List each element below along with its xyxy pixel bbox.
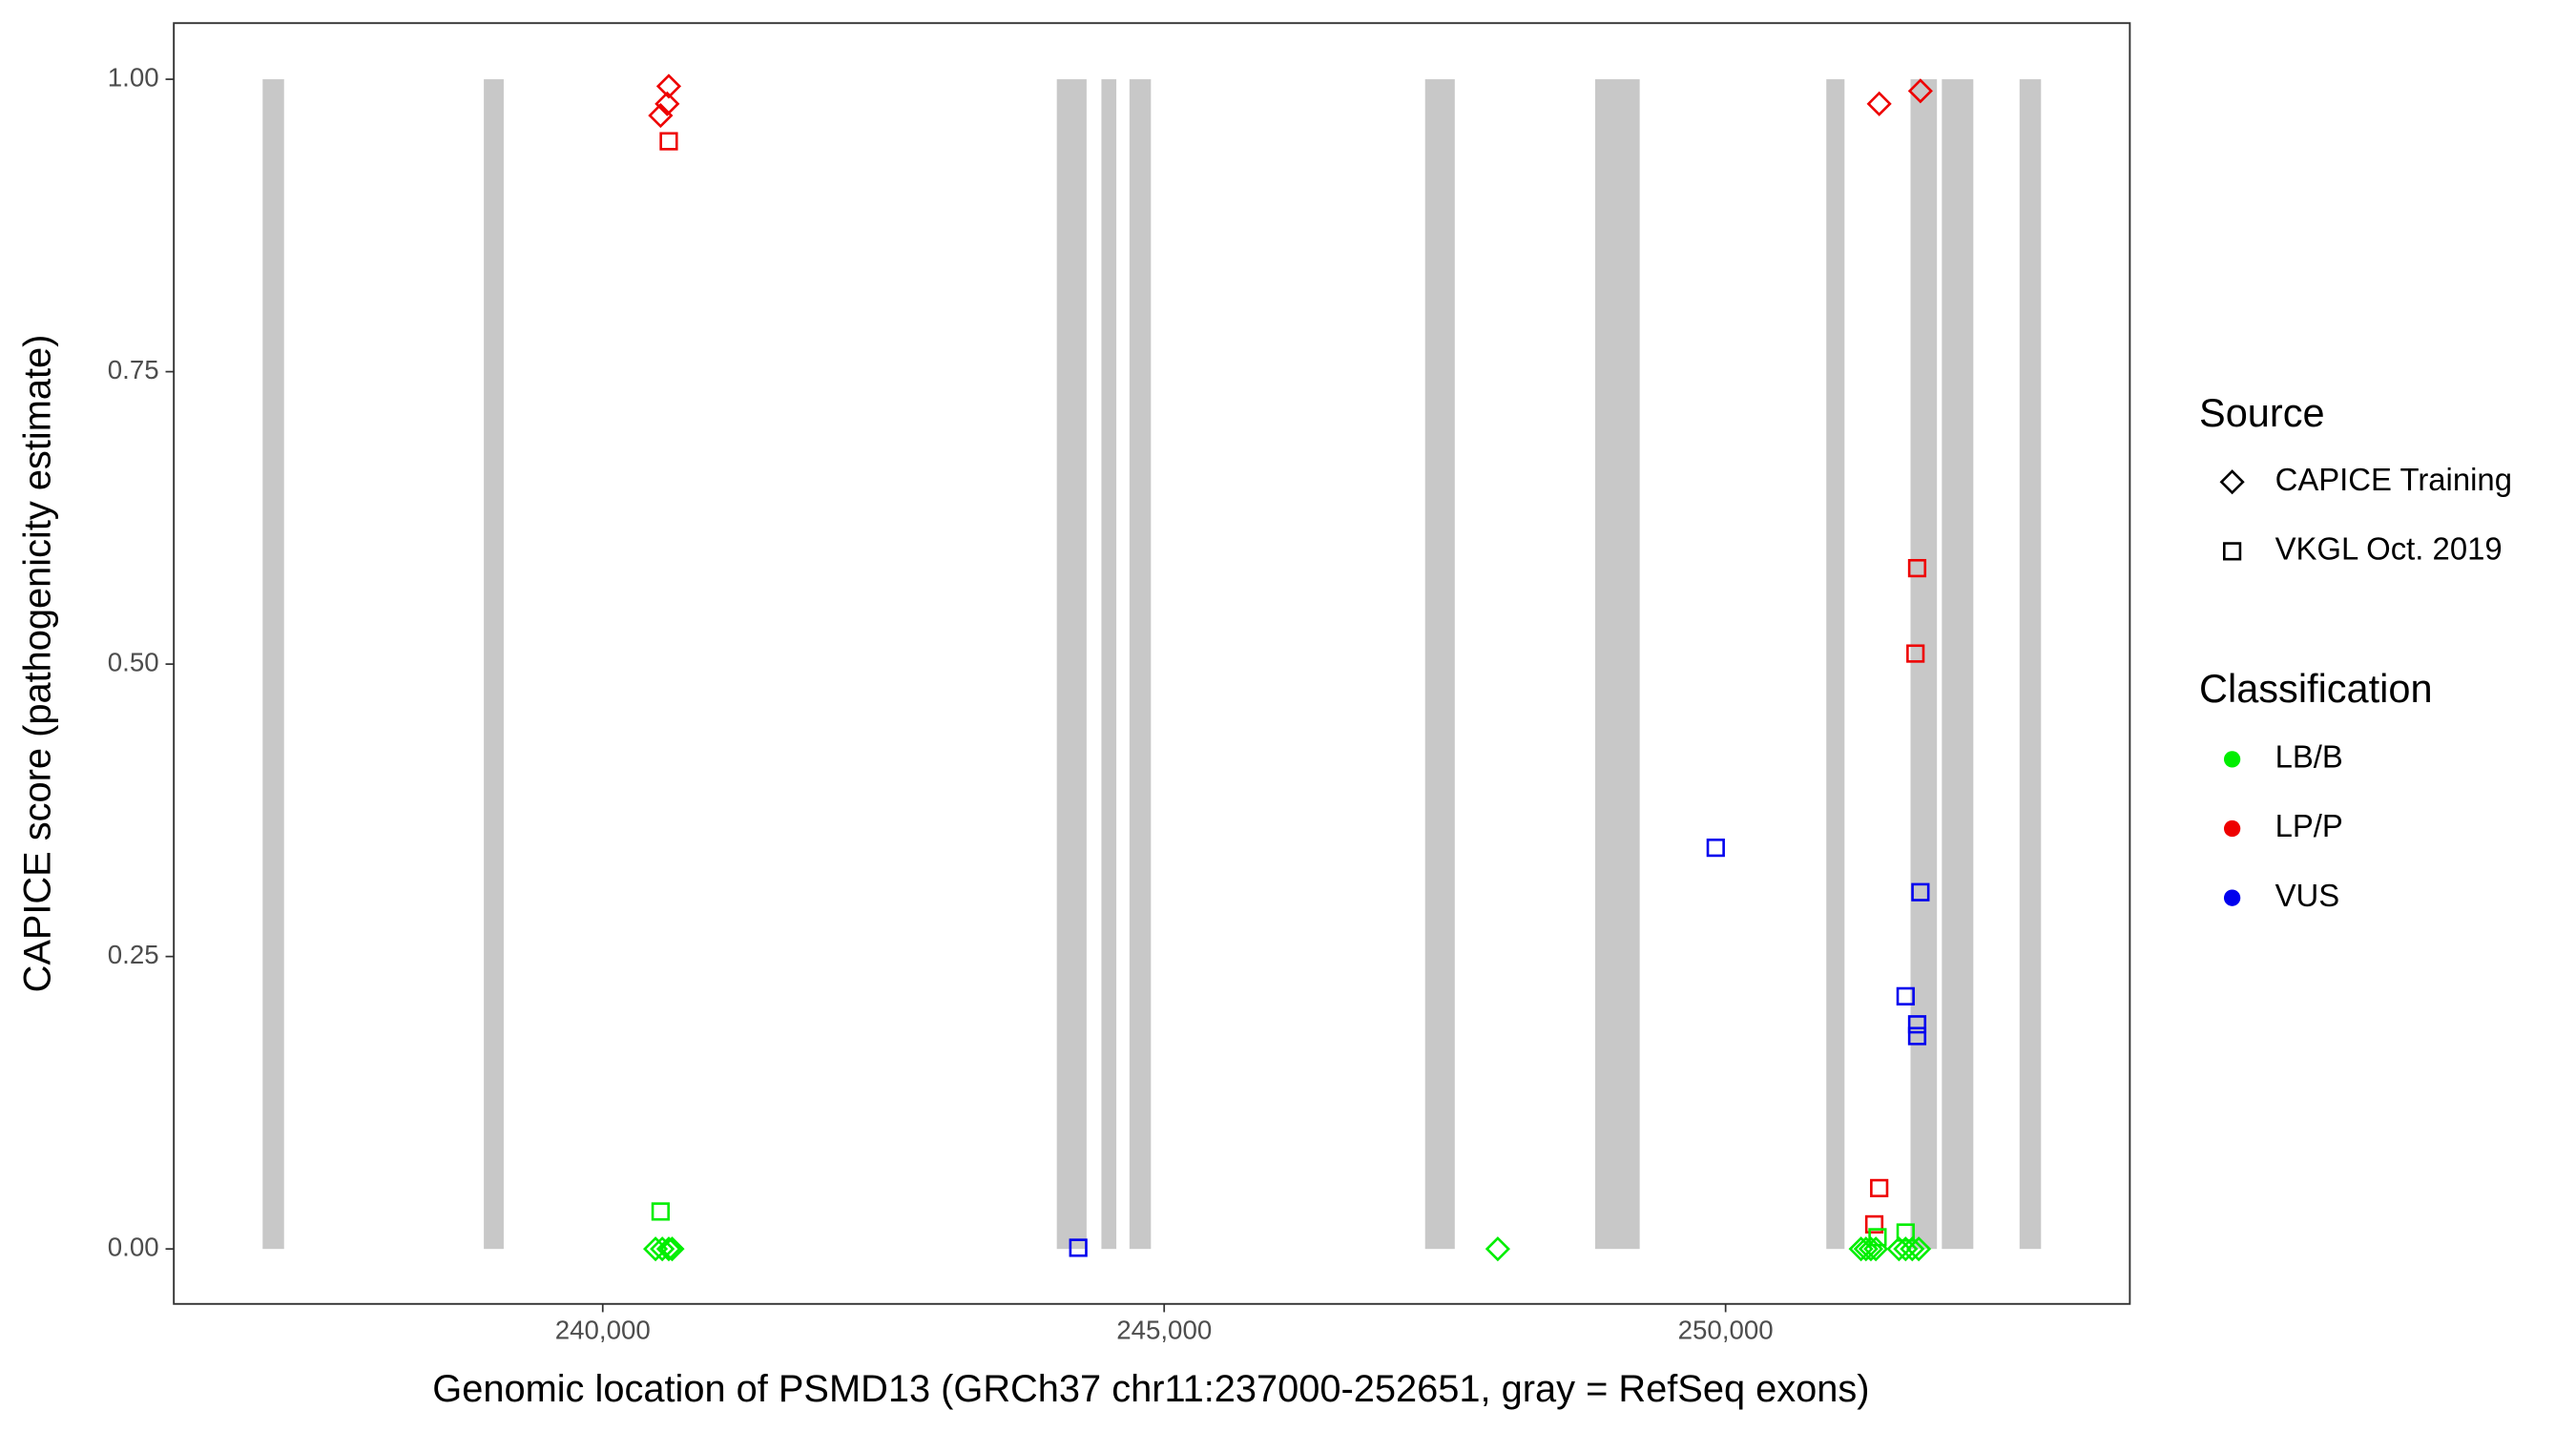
- x-tick-label: 245,000: [1116, 1316, 1212, 1345]
- point: [1907, 1027, 1927, 1046]
- exon-band: [1056, 79, 1087, 1250]
- point: [1866, 91, 1892, 116]
- point: [650, 1236, 675, 1262]
- y-tick-label: 0.50: [108, 647, 159, 676]
- point: [659, 132, 678, 151]
- exon-band: [1826, 79, 1845, 1250]
- exon-band: [484, 79, 504, 1250]
- point: [1069, 1238, 1088, 1257]
- legend-label: VUS: [2275, 878, 2340, 913]
- y-tick-label: 0.00: [108, 1232, 159, 1261]
- point: [1870, 1178, 1889, 1198]
- point: [1911, 882, 1930, 902]
- point: [1896, 986, 1915, 1006]
- legend-key: [2223, 542, 2242, 561]
- legend-label: LP/P: [2275, 808, 2343, 843]
- point: [1907, 1015, 1927, 1034]
- x-axis-title: Genomic location of PSMD13 (GRCh37 chr11…: [432, 1368, 1869, 1410]
- point: [648, 103, 674, 129]
- y-tick-label: 1.00: [108, 62, 159, 92]
- point: [655, 73, 682, 99]
- legend-key: [2223, 751, 2241, 768]
- point: [651, 1202, 670, 1221]
- point: [1864, 1214, 1884, 1234]
- point: [1906, 1236, 1932, 1262]
- exon-band: [1101, 79, 1117, 1250]
- point: [1853, 1236, 1879, 1262]
- point: [1906, 644, 1925, 663]
- point: [1858, 1236, 1884, 1262]
- legend-key: [2223, 889, 2241, 906]
- legend-label: CAPICE Training: [2275, 462, 2512, 497]
- point: [1706, 839, 1725, 858]
- point: [1896, 1223, 1915, 1242]
- point: [655, 1236, 682, 1262]
- legend-title: Source: [2199, 390, 2325, 435]
- point: [1863, 1236, 1889, 1262]
- exon-band: [1594, 79, 1640, 1250]
- legend-key: [2219, 469, 2245, 495]
- point: [654, 91, 680, 116]
- point: [1907, 558, 1927, 578]
- legend-label: LB/B: [2275, 739, 2343, 775]
- exon-band: [2019, 79, 2042, 1250]
- point: [1907, 78, 1933, 104]
- exon-band: [1942, 79, 1974, 1250]
- point: [1485, 1236, 1510, 1262]
- x-tick-label: 240,000: [555, 1316, 651, 1345]
- x-tick-label: 250,000: [1678, 1316, 1774, 1345]
- legend-title: Classification: [2199, 666, 2433, 711]
- exon-band: [1129, 79, 1152, 1250]
- legend-key: [2223, 819, 2241, 838]
- point: [659, 1236, 685, 1262]
- legend-label: VKGL Oct. 2019: [2275, 531, 2503, 567]
- exon-band: [262, 79, 284, 1250]
- plot-border: [173, 22, 2131, 1305]
- exon-band: [1424, 79, 1455, 1250]
- y-axis-title: CAPICE score (pathogenicity estimate): [17, 335, 59, 993]
- exon-band: [1910, 79, 1938, 1250]
- y-tick-label: 0.25: [108, 940, 159, 969]
- y-tick-label: 0.75: [108, 355, 159, 384]
- point: [1900, 1236, 1925, 1262]
